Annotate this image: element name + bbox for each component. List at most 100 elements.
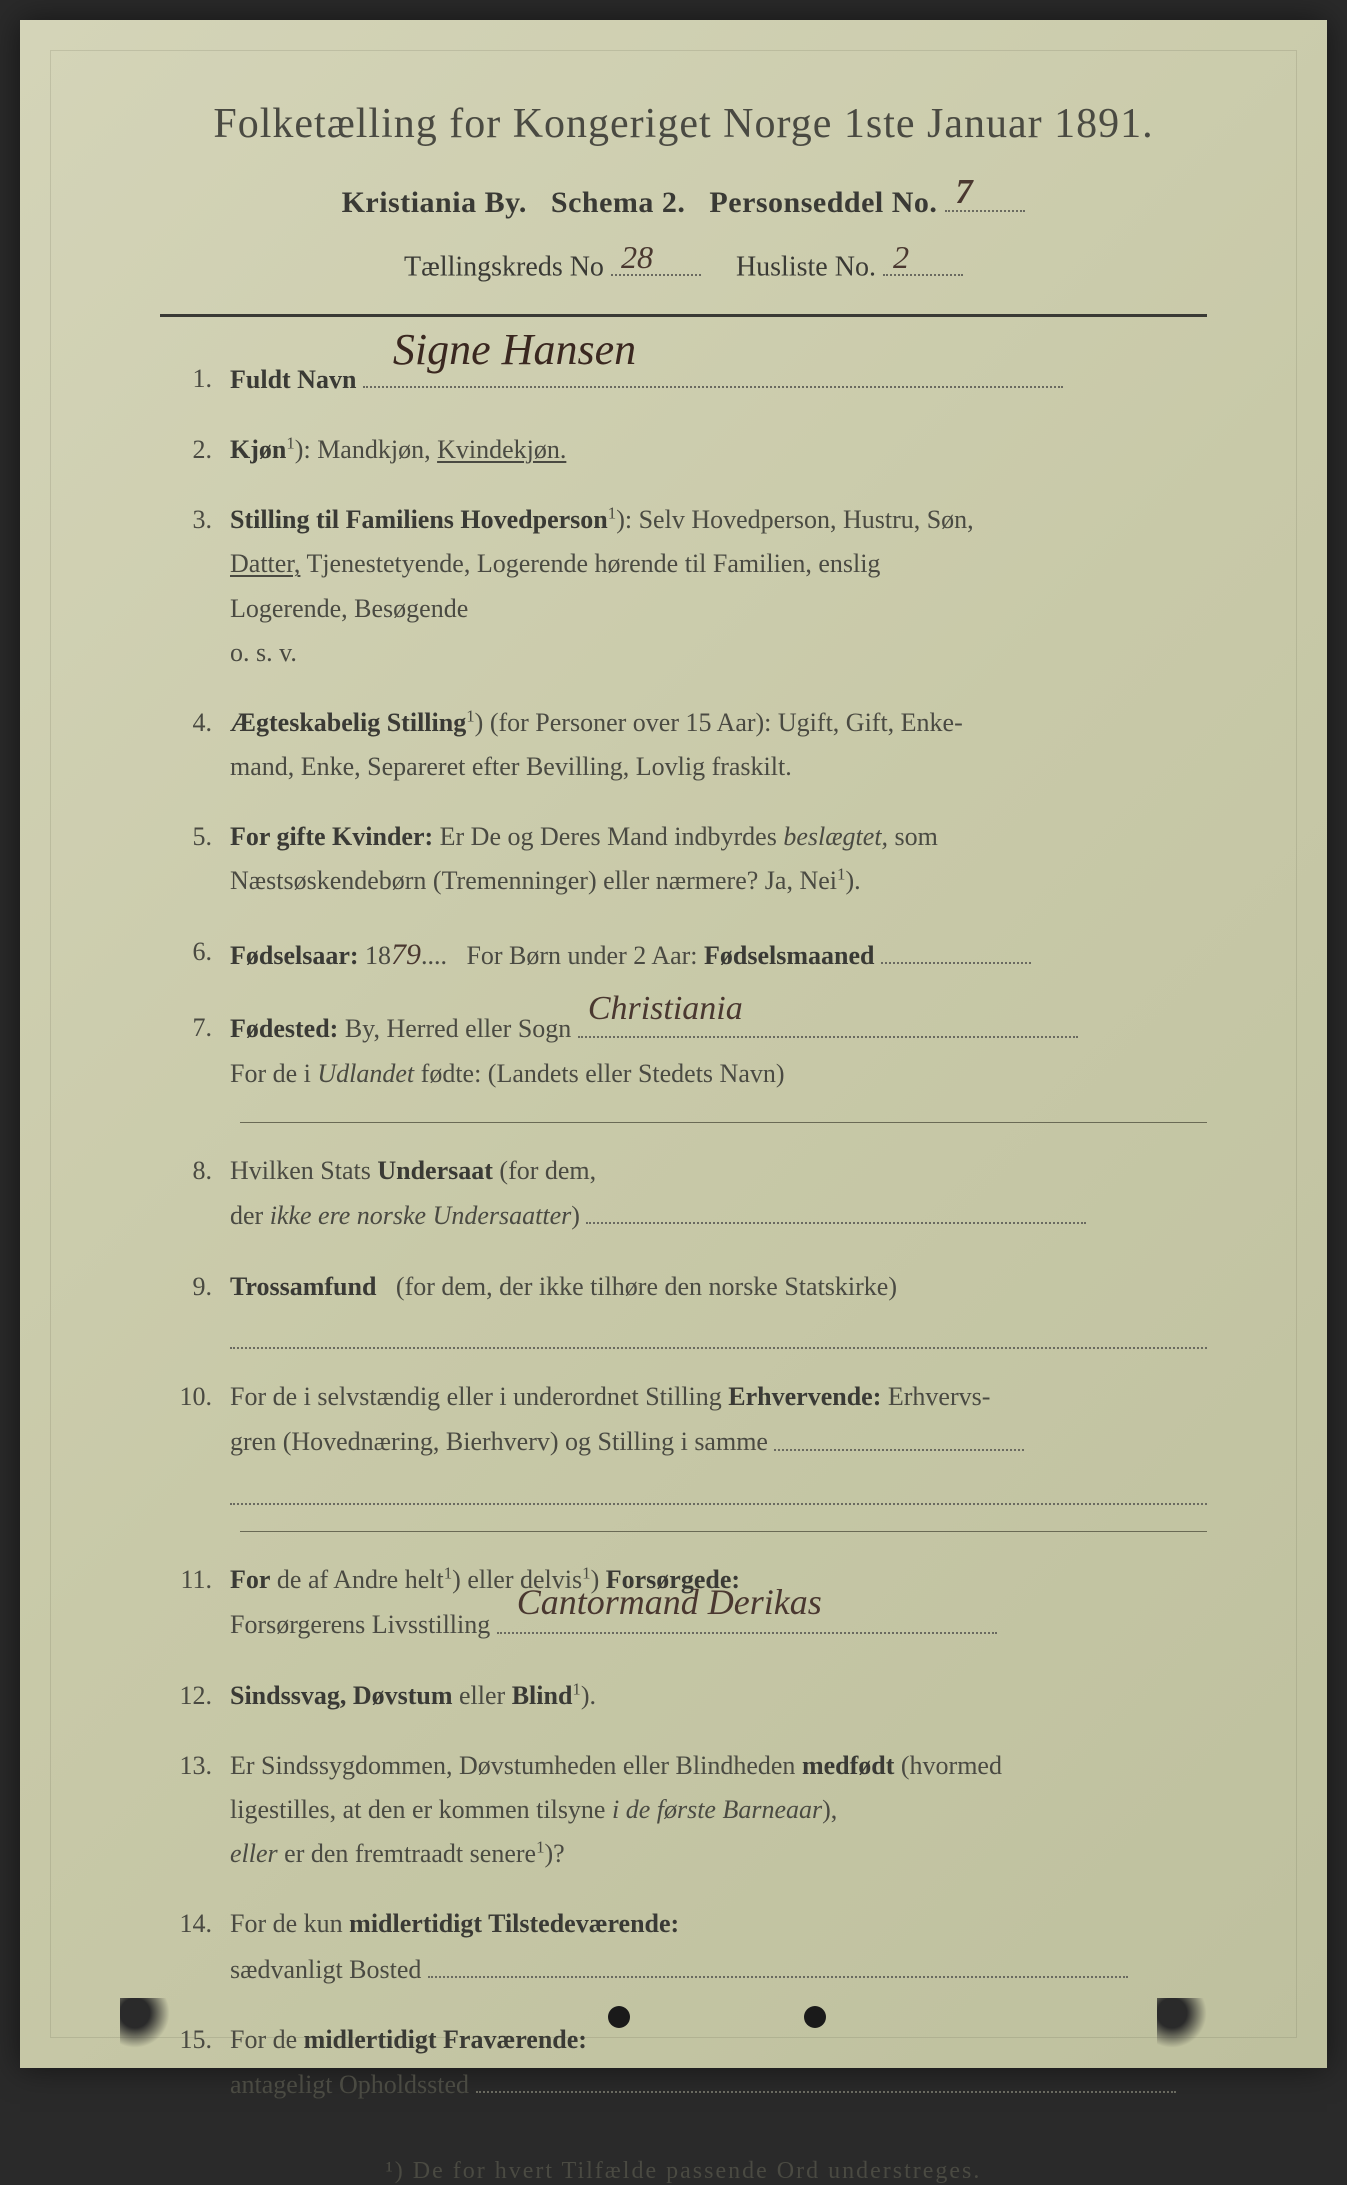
f4-rest: Ugift, Gift, Enke- bbox=[778, 708, 963, 737]
f13-l2i: i de første Barneaar bbox=[612, 1795, 822, 1824]
f13-l3i: eller bbox=[230, 1839, 278, 1868]
f5-italic: beslægtet, bbox=[783, 822, 888, 851]
field-label: midlertidigt Fraværende: bbox=[304, 2025, 587, 2054]
field-label: Sindssvag, Døvstum bbox=[230, 1681, 453, 1710]
year-value: 79 bbox=[391, 930, 421, 981]
field-num: 5. bbox=[170, 815, 230, 859]
f13-t2: (hvormed bbox=[901, 1751, 1002, 1780]
kreds-label: Tællingskreds No bbox=[404, 252, 604, 283]
f3-line2: Tjenestetyende, Logerende hørende til Fa… bbox=[306, 549, 880, 578]
f3-line1: Selv Hovedperson, Hustru, Søn, bbox=[639, 505, 974, 534]
personseddel-label: Personseddel No. bbox=[709, 186, 937, 219]
field-6: 6. Fødselsaar: 1879.... For Børn under 2… bbox=[170, 930, 1207, 981]
field-num: 3. bbox=[170, 498, 230, 542]
corner-mark-icon bbox=[1157, 1998, 1207, 2048]
f7-text: By, Herred eller Sogn bbox=[345, 1015, 571, 1044]
f6-mid: For Børn under 2 Aar: bbox=[466, 941, 697, 970]
field-11: 11. For de af Andre helt1) eller delvis1… bbox=[170, 1558, 1207, 1648]
field-1: 1. Fuldt Navn Signe Hansen bbox=[170, 357, 1207, 402]
personseddel-value: 7 bbox=[955, 173, 973, 212]
f10-t1: For de i selvstændig eller i underordnet… bbox=[230, 1382, 722, 1411]
f14-line2: sædvanligt Bosted bbox=[230, 1955, 421, 1984]
field-num: 7. bbox=[170, 1006, 230, 1050]
field-13: 13. Er Sindssygdommen, Døvstumheden elle… bbox=[170, 1744, 1207, 1877]
field-label: For bbox=[230, 1565, 270, 1594]
f3-line4: o. s. v. bbox=[230, 638, 297, 667]
field-num: 11. bbox=[170, 1558, 230, 1602]
f8-l2a: der bbox=[230, 1201, 263, 1230]
sex-option-female: Kvindekjøn. bbox=[437, 435, 566, 464]
field-num: 14. bbox=[170, 1902, 230, 1946]
field-7: 7. Fødested: By, Herred eller Sogn Chris… bbox=[170, 1006, 1207, 1096]
f4-paren: (for Personer over 15 Aar): bbox=[490, 708, 772, 737]
field-num: 1. bbox=[170, 357, 230, 401]
census-form-page: Folketælling for Kongeriget Norge 1ste J… bbox=[20, 20, 1327, 2068]
f15-line2: antageligt Opholdssted bbox=[230, 2070, 469, 2099]
field-8: 8. Hvilken Stats Undersaat (for dem, der… bbox=[170, 1149, 1207, 1239]
corner-mark-icon bbox=[120, 1998, 170, 2048]
section-divider-2 bbox=[240, 1531, 1207, 1532]
f10-line2: gren (Hovednæring, Bierhverv) og Stillin… bbox=[230, 1428, 768, 1457]
field-num: 4. bbox=[170, 701, 230, 745]
f8-l2i: ikke ere norske Undersaatter bbox=[270, 1201, 572, 1230]
field-num: 10. bbox=[170, 1375, 230, 1419]
f7-l2a: For de i bbox=[230, 1059, 311, 1088]
year-prefix: 18 bbox=[365, 941, 391, 970]
field-10: 10. For de i selvstændig eller i underor… bbox=[170, 1375, 1207, 1505]
f11-line2: Forsørgerens Livsstilling bbox=[230, 1611, 490, 1640]
f5-line2: Næstsøskendebørn (Tremenninger) eller næ… bbox=[230, 866, 837, 895]
field-15: 15. For de midlertidigt Fraværende: anta… bbox=[170, 2018, 1207, 2108]
husliste-label: Husliste No. bbox=[736, 252, 876, 283]
f14-text: For de kun bbox=[230, 1909, 343, 1938]
f12-text: eller bbox=[459, 1681, 505, 1710]
f5-t1: Er De og Deres Mand indbyrdes bbox=[440, 822, 777, 851]
main-title: Folketælling for Kongeriget Norge 1ste J… bbox=[160, 100, 1207, 148]
header-divider bbox=[160, 314, 1207, 317]
field-label: midlertidigt Tilstedeværende: bbox=[349, 1909, 679, 1938]
name-value: Signe Hansen bbox=[393, 313, 636, 388]
field-14: 14. For de kun midlertidigt Tilstedevære… bbox=[170, 1902, 1207, 1992]
field-5: 5. For gifte Kvinder: Er De og Deres Man… bbox=[170, 815, 1207, 903]
f7-l2b: fødte: (Landets eller Stedets Navn) bbox=[421, 1059, 785, 1088]
city-label: Kristiania By. bbox=[342, 186, 527, 219]
f5-t2: som bbox=[895, 822, 938, 851]
punch-hole-icon bbox=[608, 2006, 630, 2028]
f11-t1: de af Andre helt bbox=[277, 1565, 444, 1594]
birthplace-value: Christiania bbox=[588, 980, 743, 1038]
field-label: Fuldt Navn bbox=[230, 365, 356, 394]
footnote: ¹) De for hvert Tilfælde passende Ord un… bbox=[160, 2158, 1207, 2185]
f4-line2: mand, Enke, Separeret efter Bevilling, L… bbox=[230, 752, 792, 781]
f9-text: (for dem, der ikke tilhøre den norske St… bbox=[396, 1272, 897, 1301]
f8-t1: Hvilken Stats bbox=[230, 1156, 371, 1185]
form-header: Folketælling for Kongeriget Norge 1ste J… bbox=[160, 100, 1207, 284]
field-12: 12. Sindssvag, Døvstum eller Blind1). bbox=[170, 1674, 1207, 1718]
field-num: 8. bbox=[170, 1149, 230, 1193]
field-label: Fødselsaar: bbox=[230, 941, 359, 970]
f13-t1: Er Sindssygdommen, Døvstumheden eller Bl… bbox=[230, 1751, 795, 1780]
subheader-1: Kristiania By. Schema 2. Personseddel No… bbox=[160, 176, 1207, 220]
subheader-2: Tællingskreds No 28 Husliste No. 2 bbox=[160, 242, 1207, 284]
field-label: Erhvervende: bbox=[728, 1382, 881, 1411]
field-label: Fødested: bbox=[230, 1015, 338, 1044]
form-body: 1. Fuldt Navn Signe Hansen 2. Kjøn1): Ma… bbox=[160, 357, 1207, 2108]
field-label: Trossamfund bbox=[230, 1272, 376, 1301]
field-label: Ægteskabelig Stilling bbox=[230, 708, 466, 737]
field-num: 2. bbox=[170, 428, 230, 472]
f8-t2: (for dem, bbox=[499, 1156, 596, 1185]
provider-value: Cantormand Derikas bbox=[517, 1572, 822, 1633]
f12-label2: Blind bbox=[512, 1681, 573, 1710]
field-num: 12. bbox=[170, 1674, 230, 1718]
f6-label2: Fødselsmaaned bbox=[704, 941, 874, 970]
sex-option-male: Mandkjøn, bbox=[317, 435, 430, 464]
f7-l2i: Udlandet bbox=[317, 1059, 414, 1088]
field-9: 9. Trossamfund (for dem, der ikke tilhør… bbox=[170, 1265, 1207, 1350]
field-label: For gifte Kvinder: bbox=[230, 822, 433, 851]
f13-l3: er den fremtraadt senere bbox=[284, 1839, 536, 1868]
field-num: 15. bbox=[170, 2018, 230, 2062]
f13-l2a: ligestilles, at den er kommen tilsyne bbox=[230, 1795, 605, 1824]
kreds-value: 28 bbox=[621, 239, 653, 276]
field-label: Stilling til Familiens Hovedperson bbox=[230, 505, 608, 534]
f10-t2: Erhvervs- bbox=[888, 1382, 991, 1411]
field-num: 9. bbox=[170, 1265, 230, 1309]
field-label: Undersaat bbox=[377, 1156, 493, 1185]
